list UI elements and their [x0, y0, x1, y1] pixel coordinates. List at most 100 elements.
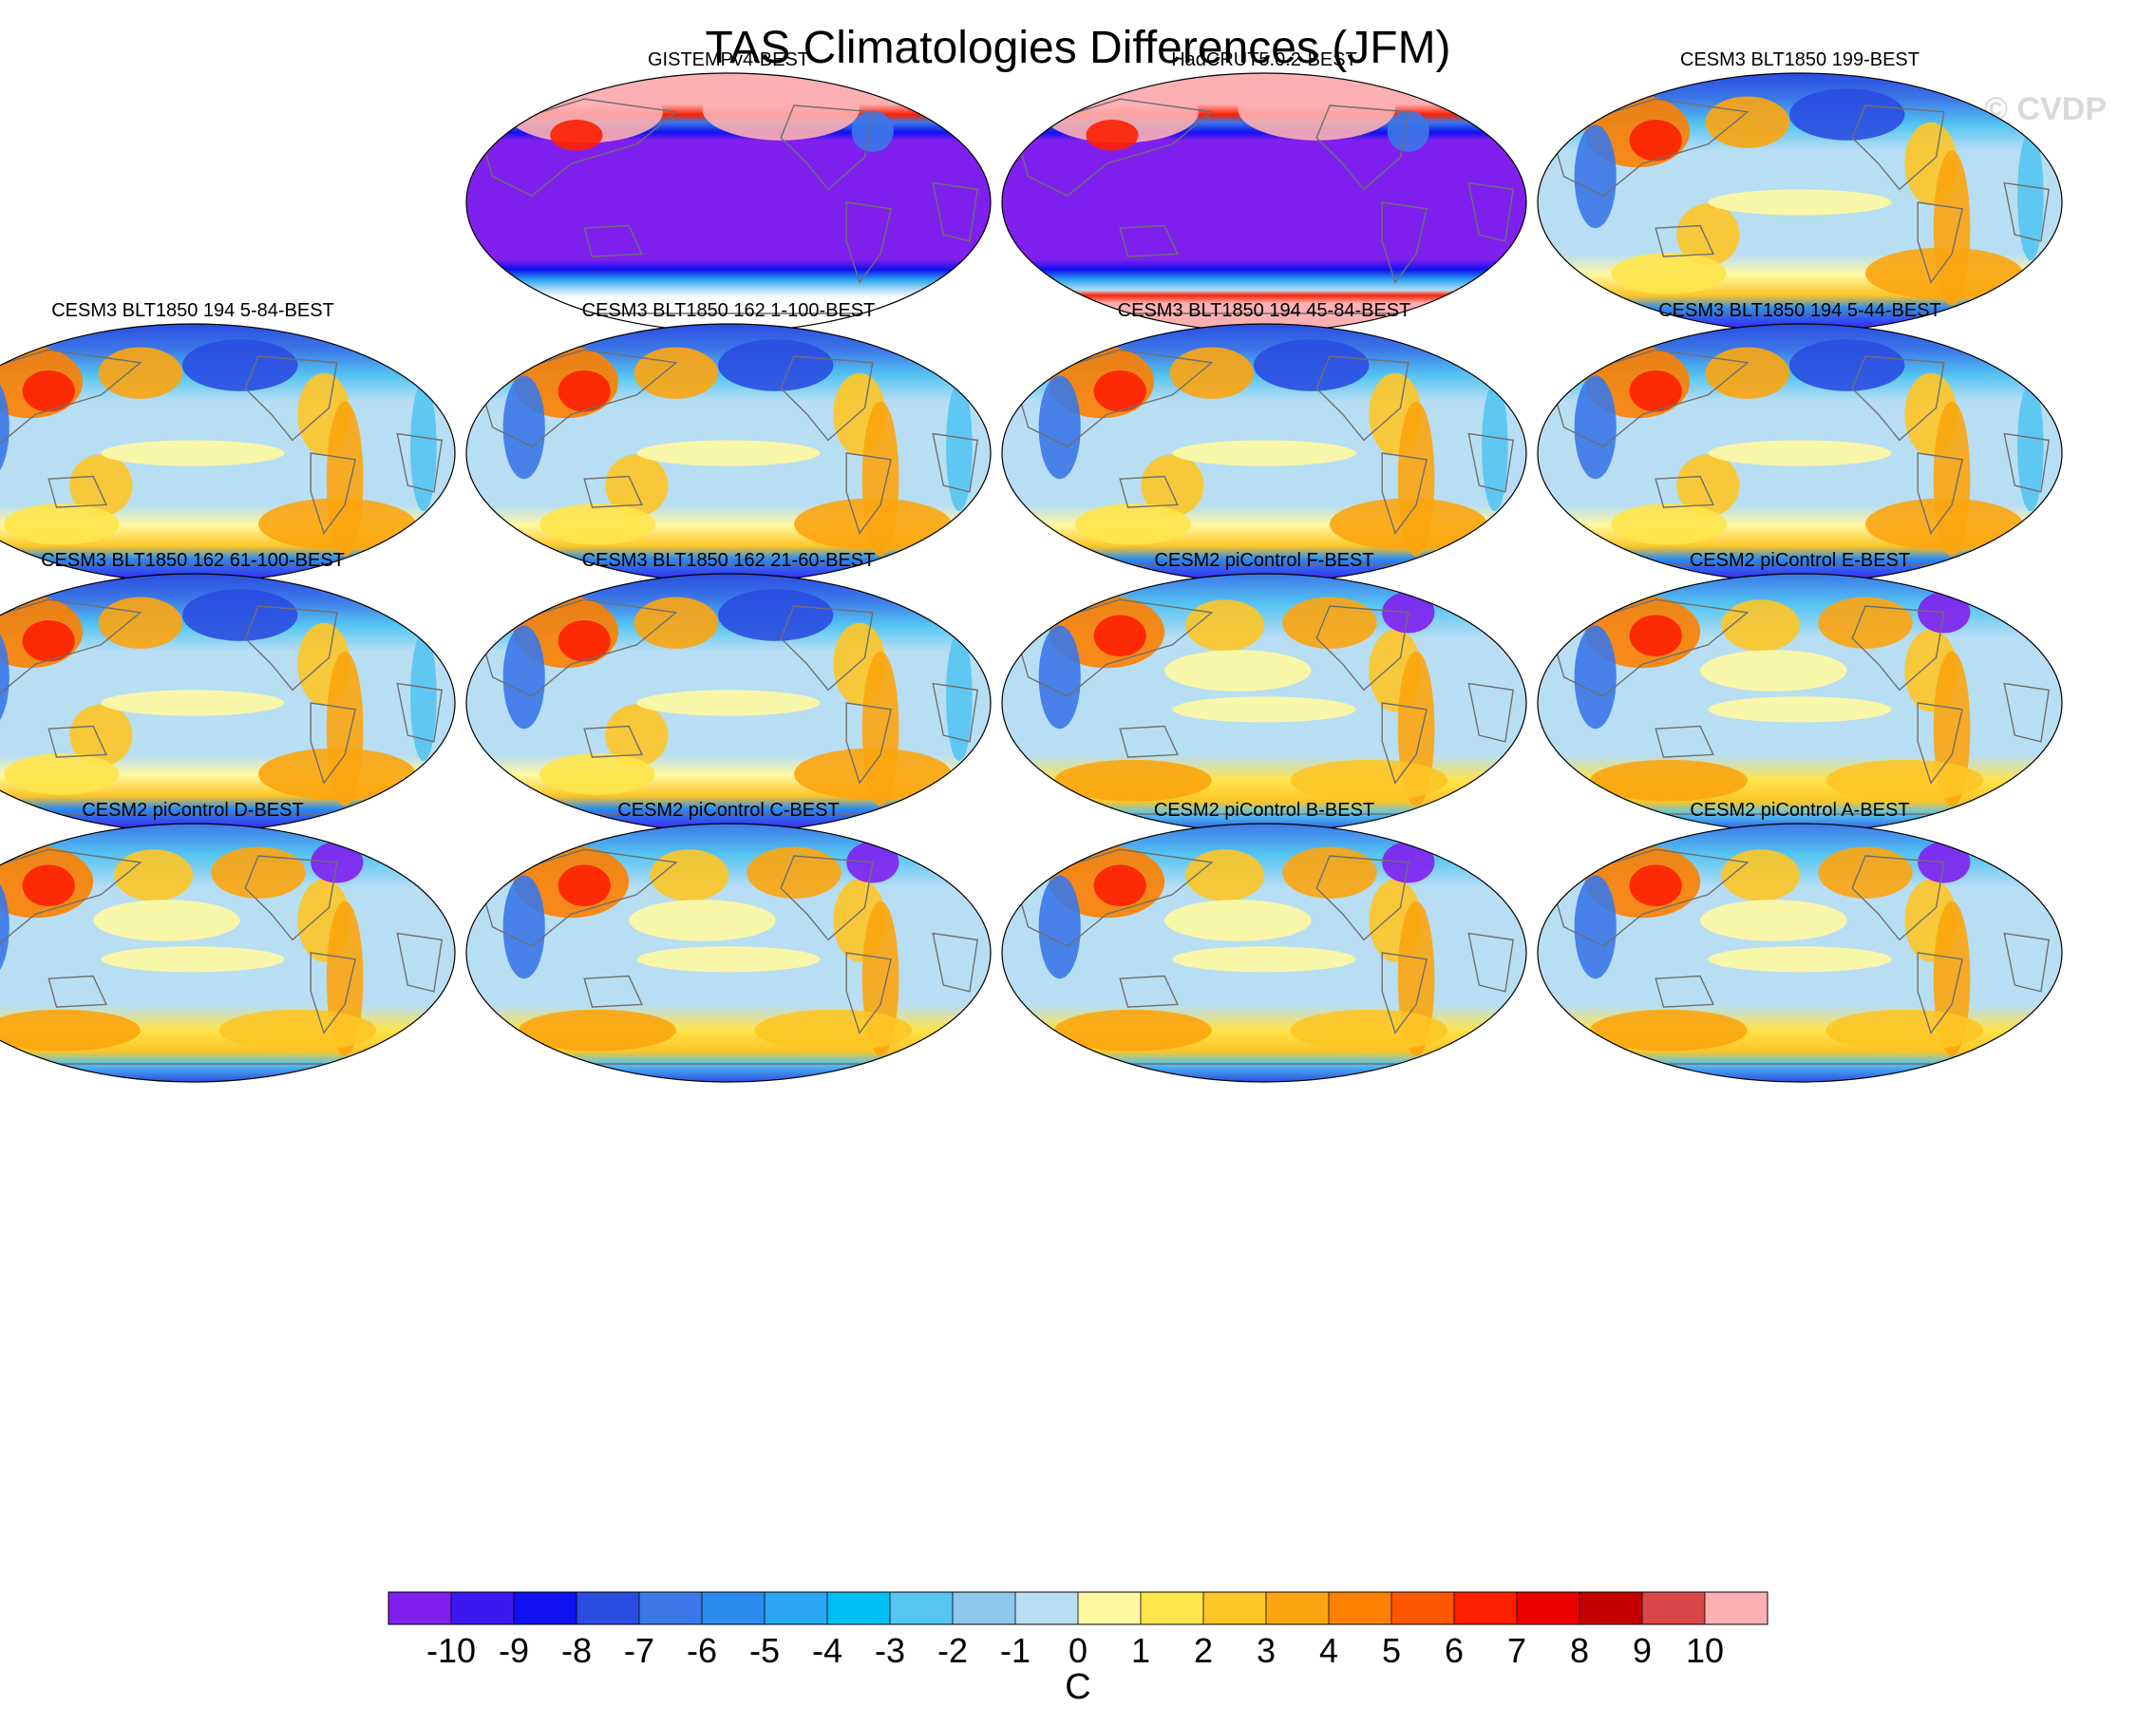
field-anomaly: [1788, 88, 1905, 141]
field-anomaly: [4, 503, 120, 545]
field-anomaly: [2017, 131, 2044, 261]
field-anomaly: [22, 370, 75, 412]
colorbar-swatch: [639, 1592, 703, 1624]
field-anomaly: [1865, 247, 2023, 299]
field-anomaly: [1054, 1009, 1212, 1052]
colorbar-unit-label: C: [1065, 1667, 1090, 1707]
colorbar-swatch: [702, 1592, 766, 1624]
field-anomaly: [1825, 759, 1984, 802]
field-anomaly: [410, 382, 437, 512]
map-border: [1537, 823, 2063, 1083]
field-anomaly: [1788, 339, 1905, 391]
field-anomaly: [946, 382, 973, 512]
field-anomaly: [539, 503, 655, 545]
colorbar-swatch: [1078, 1592, 1142, 1624]
colorbar-tick-label: 8: [1570, 1631, 1589, 1670]
map-border: [1001, 823, 1527, 1083]
panel-field: [1538, 824, 2062, 1082]
field-anomaly: [1185, 599, 1264, 652]
panel-field: [0, 824, 455, 1082]
colorbar-tick-label: 6: [1445, 1631, 1464, 1670]
colorbar: -10 -9 -8 -7 -6 -5 -4 -3 -2 -1 0 1 2 3 4 5 6 7 8 9 10: [388, 1591, 1768, 1670]
map-border: [0, 823, 456, 1083]
field-anomaly: [1164, 650, 1312, 692]
field-anomaly: [1825, 1009, 1984, 1052]
panel-grid: GISTEMPv4-BEST HadCRUT5.0.2-BEST CESM3 BLT…: [0, 49, 2063, 1083]
field-anomaly: [1629, 370, 1682, 412]
field-anomaly: [0, 1009, 141, 1052]
map-panel: CESM3 BLT1850 194 5-44-BEST: [1537, 300, 2063, 583]
field-anomaly: [1169, 347, 1254, 399]
field-anomaly: [1238, 78, 1395, 141]
map-panel: CESM3 BLT1850 162 1-100-BEST: [465, 300, 992, 583]
colorbar-swatch: [451, 1592, 515, 1624]
field-anomaly: [1093, 370, 1146, 412]
colorbar-swatch: [1579, 1592, 1643, 1624]
colorbar-swatch: [1642, 1592, 1706, 1624]
field-anomaly: [1676, 203, 1740, 266]
field-anomaly: [1721, 849, 1800, 901]
field-anomaly: [69, 704, 133, 767]
field-anomaly: [519, 1009, 676, 1052]
map-panel: CESM3 BLT1850 194 5-84-BEST: [0, 300, 456, 583]
colorbar-tick-label: 9: [1633, 1631, 1652, 1670]
field-anomaly: [851, 110, 894, 152]
panel-title: CESM3 BLT1850 162 1-100-BEST: [582, 300, 876, 321]
field-anomaly: [1387, 110, 1429, 152]
field-anomaly: [93, 900, 240, 941]
field-anomaly: [550, 119, 603, 151]
field-anomaly: [1038, 375, 1081, 480]
map-panel: CESM2 piControl D-BEST: [0, 800, 456, 1083]
field-anomaly: [636, 440, 821, 466]
panel-title: CESM2 piControl D-BEST: [82, 800, 303, 821]
map-panel: CESM2 piControl B-BEST: [1001, 800, 1527, 1083]
field-anomaly: [98, 347, 182, 399]
panel-field: [466, 824, 991, 1082]
field-anomaly: [794, 498, 952, 550]
panel-title: CESM3 BLT1850 194 5-44-BEST: [1658, 300, 1941, 321]
field-anomaly: [1482, 382, 1508, 512]
field-anomaly: [258, 748, 416, 800]
colorbar-swatch: [1203, 1592, 1267, 1624]
field-anomaly: [1574, 124, 1617, 229]
colorbar-swatch: [765, 1592, 828, 1624]
colorbar-swatch: [388, 1592, 452, 1624]
field-anomaly: [1164, 900, 1312, 941]
field-anomaly: [1708, 696, 1892, 723]
field-anomaly: [1282, 597, 1377, 649]
panel-title: CESM2 piControl B-BEST: [1154, 800, 1374, 821]
panel-field: [0, 324, 455, 582]
map-panel: CESM2 piControl A-BEST: [1537, 800, 2063, 1083]
field-anomaly: [218, 1009, 377, 1052]
field-anomaly: [702, 78, 860, 141]
colorbar-tick-label: 0: [1069, 1631, 1087, 1670]
panel-title: CESM3 BLT1850 162 61-100-BEST: [41, 550, 345, 571]
colorbar-swatch: [953, 1592, 1016, 1624]
map-panel: CESM3 BLT1850 194 45-84-BEST: [1001, 300, 1527, 583]
colorbar-tick-label: 7: [1507, 1631, 1526, 1670]
field-anomaly: [1705, 96, 1789, 148]
map-panel: GISTEMPv4-BEST: [465, 49, 992, 332]
field-anomaly: [634, 597, 718, 649]
field-anomaly: [1574, 875, 1617, 979]
field-anomaly: [69, 454, 133, 517]
field-anomaly: [1093, 615, 1146, 657]
field-anomaly: [101, 690, 285, 716]
field-anomaly: [558, 370, 611, 412]
field-anomaly: [1590, 1009, 1748, 1052]
field-anomaly: [539, 753, 655, 795]
field-anomaly: [1141, 454, 1204, 517]
field-anomaly: [1865, 498, 2023, 550]
panel-title: CESM2 piControl A-BEST: [1690, 800, 1909, 821]
colorbar-swatch: [1391, 1592, 1455, 1624]
colorbar-tick-label: -10: [426, 1631, 476, 1670]
field-anomaly: [22, 619, 75, 662]
colorbar-tick-label: -3: [875, 1631, 905, 1670]
field-anomaly: [1611, 253, 1727, 294]
panel-field: [1002, 574, 1526, 832]
field-anomaly: [1290, 1009, 1448, 1052]
figure-title: TAS Climatologies Differences (JFM): [705, 23, 1450, 73]
field-anomaly: [1290, 759, 1448, 802]
field-anomaly: [98, 597, 182, 649]
